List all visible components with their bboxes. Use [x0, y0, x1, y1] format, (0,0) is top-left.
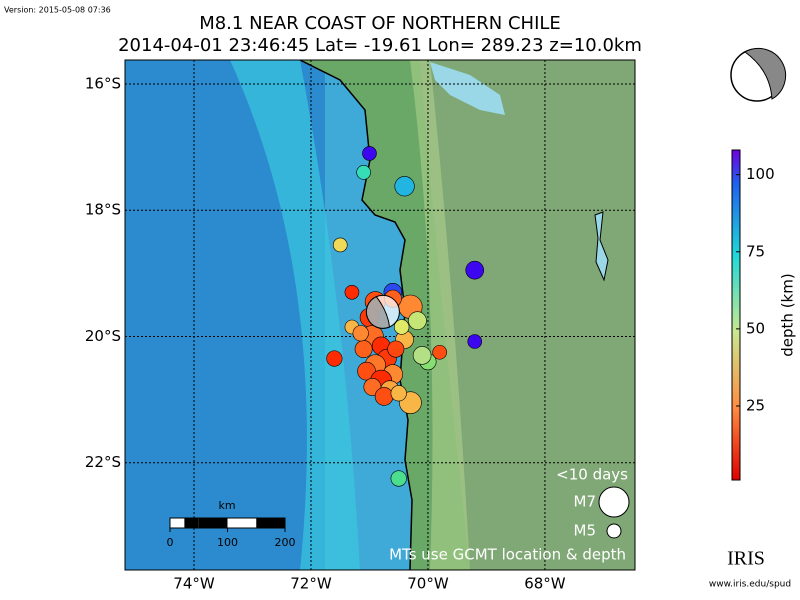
colorbar [731, 149, 741, 481]
map-frame [124, 59, 636, 571]
colorbar-tick-label: 75 [746, 242, 765, 260]
version: Version: 2015-05-08 07:36 [4, 6, 111, 15]
event [394, 176, 415, 197]
event [362, 146, 377, 161]
basemap [125, 60, 635, 570]
scale-tick-label: 200 [275, 536, 296, 549]
colorbar-tick-label: 25 [746, 396, 765, 414]
event [357, 361, 376, 381]
event [344, 284, 360, 300]
event [412, 346, 432, 365]
logo: IRIS [727, 548, 765, 570]
x-tick-label: 70°W [407, 575, 449, 593]
event [432, 344, 447, 360]
y-tick-label: 22°S [85, 453, 121, 471]
scale-bar-segment [198, 518, 228, 528]
event [332, 237, 348, 253]
x-tick-label: 72°W [290, 575, 332, 593]
event [387, 340, 405, 358]
event [467, 334, 483, 349]
event [374, 387, 394, 406]
scale-unit: km [218, 499, 235, 512]
colorbar-label: depth (km) [779, 273, 797, 356]
event [465, 260, 485, 280]
scale-bar-segment [184, 518, 199, 528]
x-tick-label: 74°W [173, 575, 215, 593]
event [352, 325, 369, 342]
y-tick-label: 20°S [85, 327, 121, 345]
legend-m7-symbol [598, 486, 630, 518]
event [408, 311, 427, 330]
event [326, 350, 343, 367]
legend-m7: M7 [574, 493, 597, 511]
mainshock-shade [365, 296, 391, 329]
legend-m5: M5 [574, 522, 597, 540]
y-tick-label: 16°S [85, 74, 121, 92]
legend-note: MTs use GCMT location & depth [389, 546, 626, 564]
event [390, 470, 407, 487]
logo-url: www.iris.edu/spud [709, 580, 791, 590]
scale-bar-segment [256, 518, 285, 528]
scale-tick-label: 0 [167, 536, 174, 549]
event [354, 340, 373, 358]
event [356, 165, 371, 180]
scale-tick-label: 100 [217, 536, 238, 549]
title: M8.1 NEAR COAST OF NORTHERN CHILE [199, 13, 561, 34]
colorbar-tick-label: 50 [746, 319, 765, 337]
focal-mechanism-shade [744, 47, 787, 100]
legend-period: <10 days [556, 466, 628, 484]
event [390, 385, 407, 402]
x-tick-label: 68°W [524, 575, 566, 593]
y-tick-label: 18°S [85, 201, 121, 219]
legend-m5-symbol [606, 523, 622, 539]
event [393, 319, 410, 335]
colorbar-tick-label: 100 [746, 165, 775, 183]
subtitle: 2014-04-01 23:46:45 Lat= -19.61 Lon= 289… [118, 35, 642, 56]
